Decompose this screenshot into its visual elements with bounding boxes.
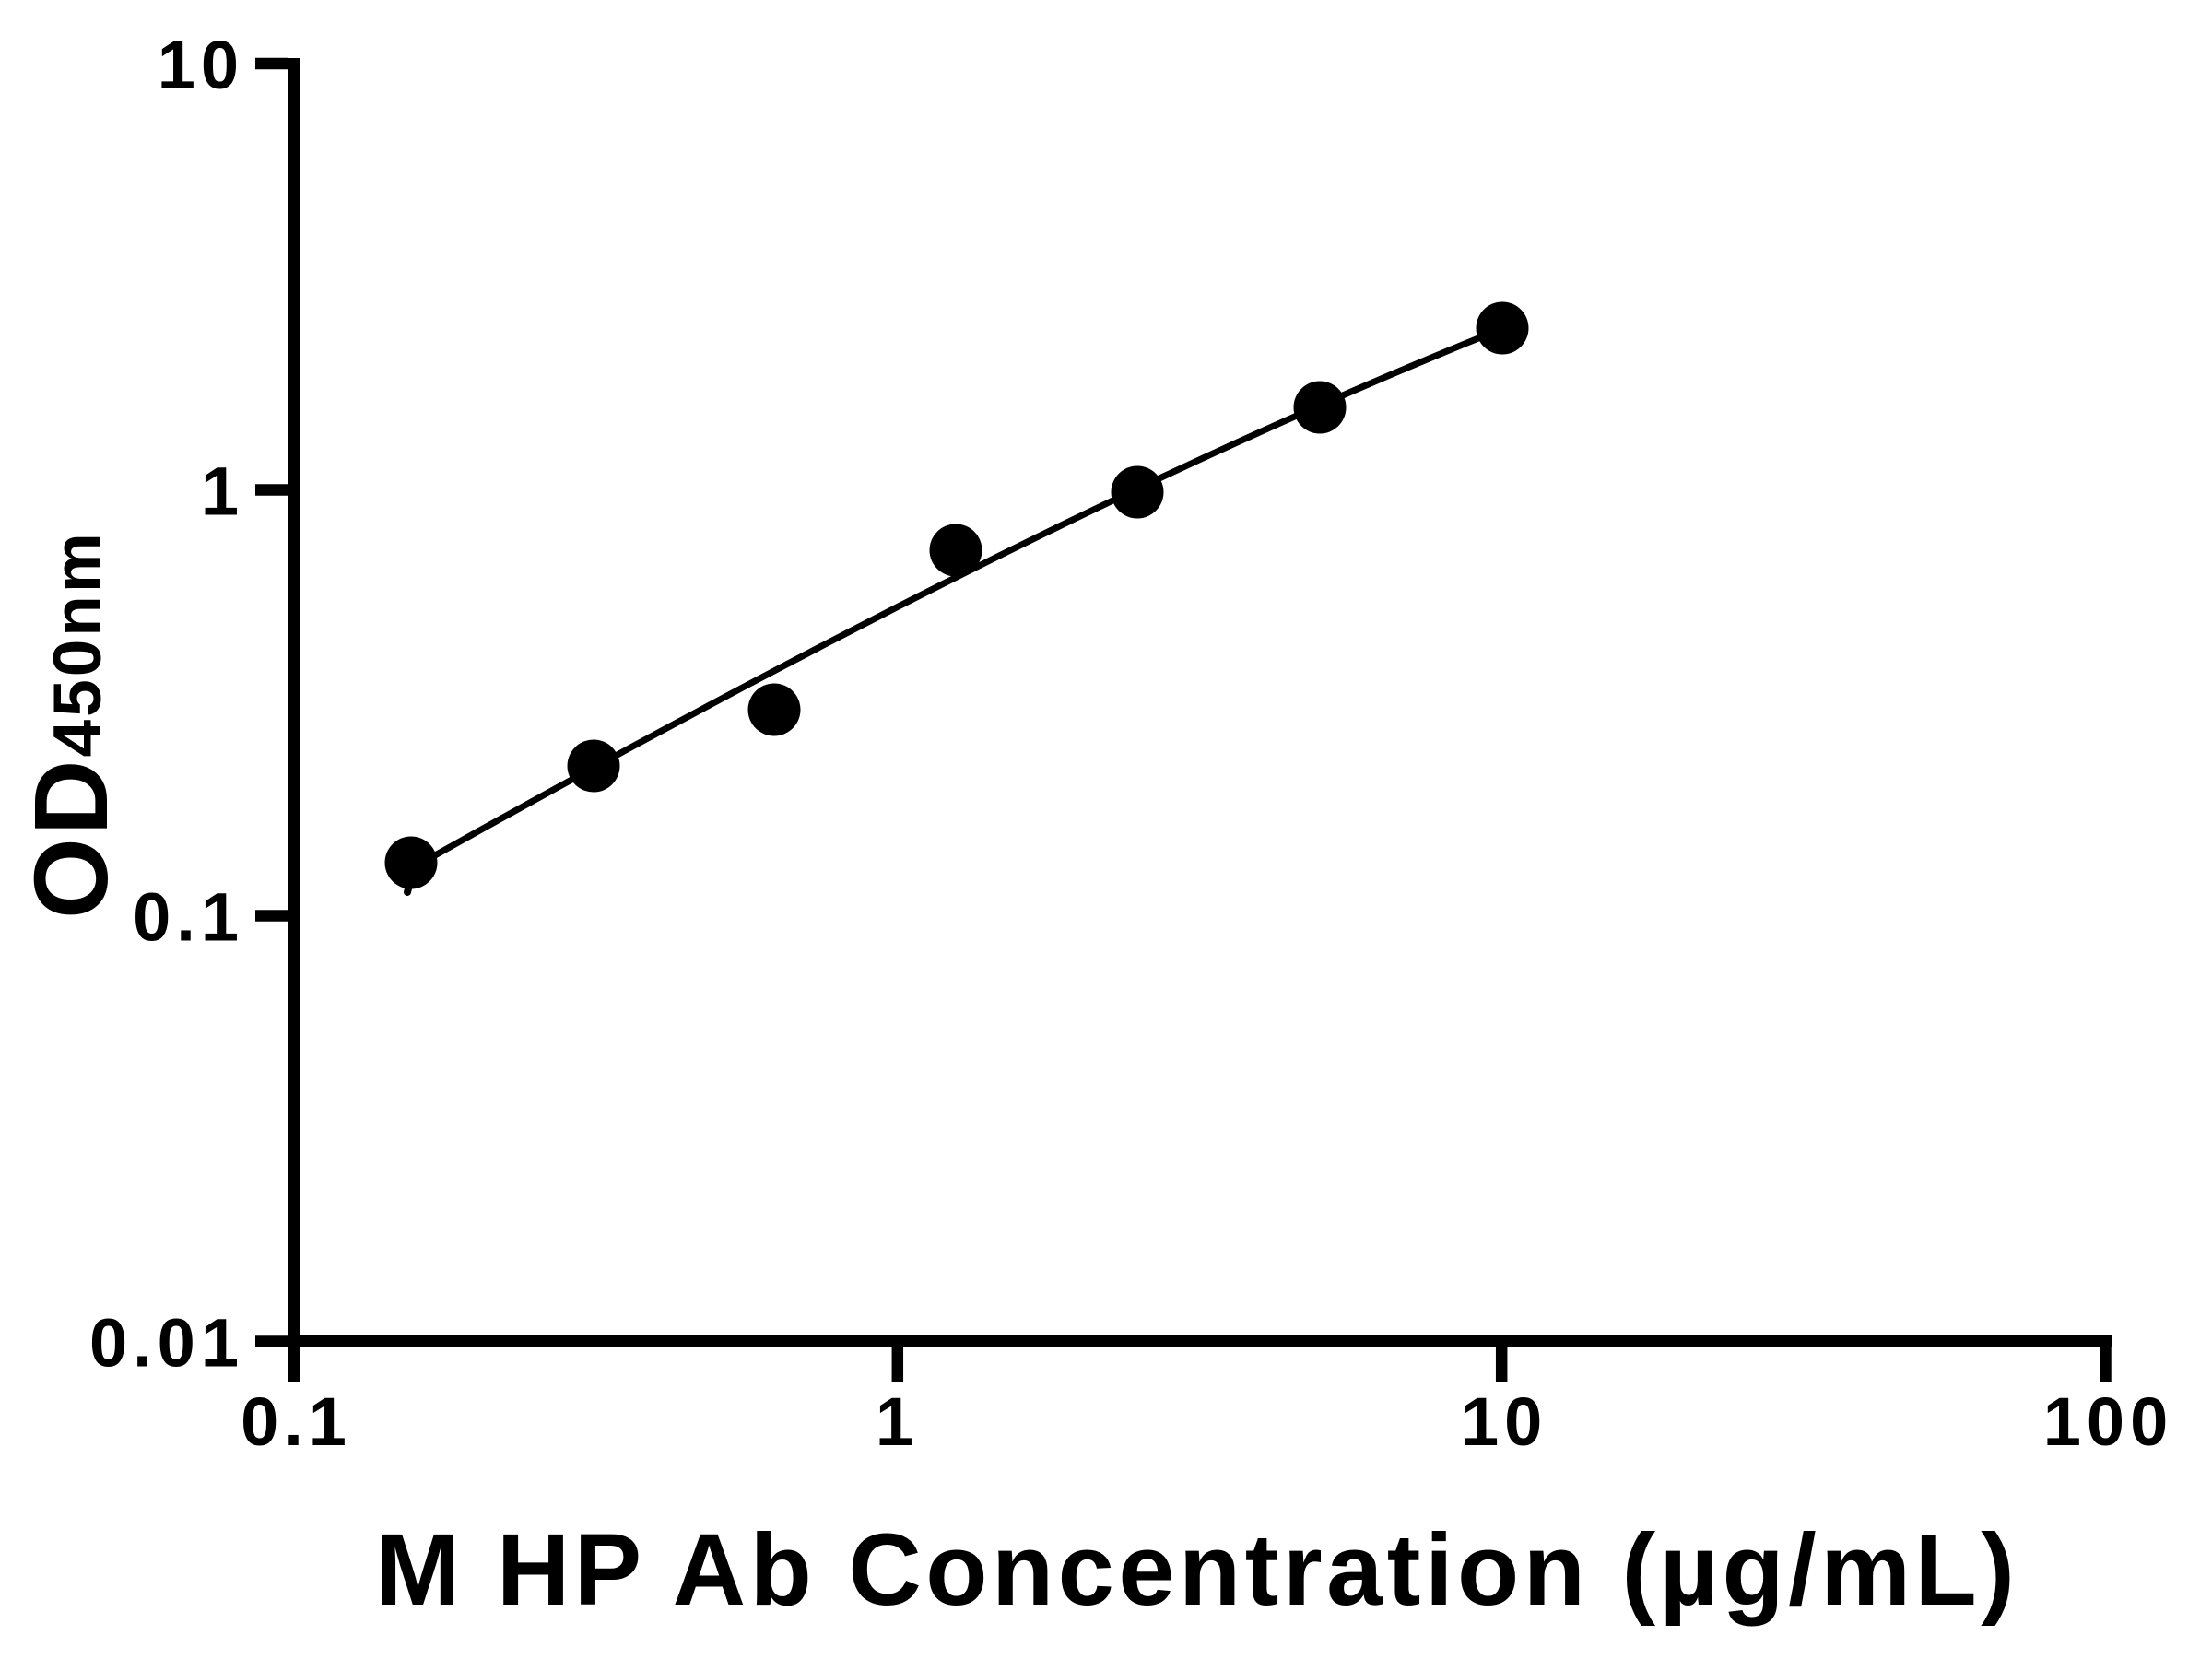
svg-text:10: 10	[1461, 1383, 1547, 1460]
svg-text:100: 100	[2043, 1383, 2173, 1460]
svg-text:0.1: 0.1	[133, 879, 244, 956]
svg-text:1: 1	[876, 1383, 919, 1460]
svg-text:0.1: 0.1	[241, 1383, 352, 1460]
svg-text:1: 1	[201, 453, 244, 530]
svg-text:0.01: 0.01	[89, 1305, 244, 1382]
svg-text:10: 10	[158, 27, 244, 103]
svg-text:M HP Ab Concentration (µg/mL): M HP Ab Concentration (µg/mL)	[376, 1513, 2019, 1627]
